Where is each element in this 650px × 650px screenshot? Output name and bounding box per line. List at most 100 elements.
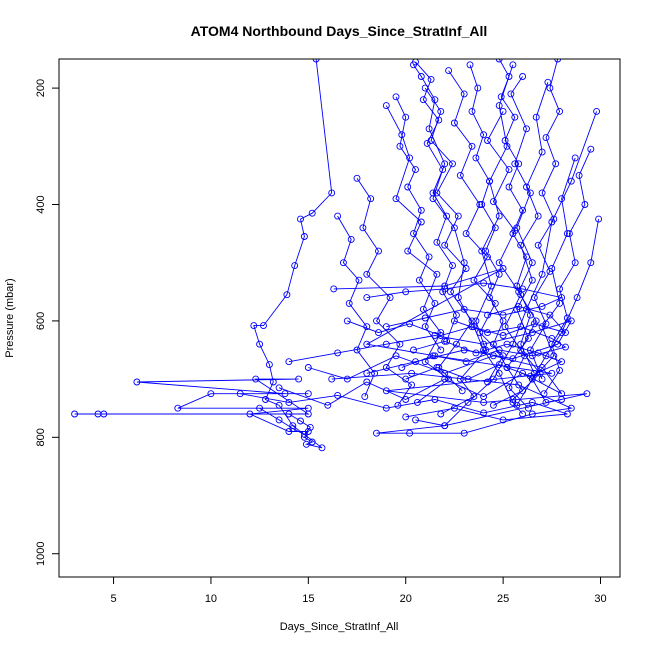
data-point bbox=[583, 390, 591, 398]
data-point bbox=[495, 212, 503, 220]
data-point bbox=[554, 59, 562, 63]
data-point bbox=[484, 137, 491, 144]
data-point bbox=[528, 276, 536, 284]
data-point bbox=[532, 113, 540, 121]
series-line bbox=[415, 61, 457, 342]
data-point bbox=[450, 404, 458, 412]
data-point bbox=[519, 410, 527, 418]
data-point bbox=[443, 212, 451, 220]
data-point bbox=[425, 253, 433, 261]
data-point bbox=[425, 125, 433, 133]
x-axis-label: Days_Since_StratInf_All bbox=[280, 621, 399, 633]
data-point bbox=[526, 189, 534, 197]
data-point bbox=[382, 387, 390, 395]
data-point bbox=[558, 358, 566, 366]
x-tick-label: 5 bbox=[110, 593, 116, 605]
series-line bbox=[424, 87, 473, 392]
data-point bbox=[534, 349, 542, 357]
data-point bbox=[353, 174, 361, 182]
data-point bbox=[468, 142, 476, 150]
series-line bbox=[288, 320, 573, 374]
y-tick-label: 1000 bbox=[35, 541, 47, 565]
data-point bbox=[343, 317, 351, 325]
series-26 bbox=[484, 107, 532, 412]
data-point bbox=[503, 364, 511, 371]
data-point bbox=[382, 340, 390, 348]
data-point bbox=[509, 61, 517, 69]
data-point bbox=[373, 429, 380, 437]
data-point bbox=[587, 145, 595, 153]
data-point bbox=[526, 311, 534, 319]
series-line bbox=[240, 393, 568, 421]
data-point bbox=[308, 209, 316, 217]
data-point bbox=[499, 332, 507, 339]
data-point bbox=[567, 177, 575, 185]
series-line bbox=[448, 70, 504, 383]
data-point bbox=[339, 259, 347, 267]
data-point bbox=[556, 285, 564, 293]
data-point bbox=[295, 375, 303, 383]
data-point bbox=[495, 270, 503, 278]
data-point bbox=[371, 369, 379, 377]
data-point bbox=[476, 201, 484, 208]
series-21 bbox=[392, 93, 445, 354]
data-point bbox=[511, 227, 519, 235]
data-point bbox=[441, 241, 449, 249]
data-point bbox=[538, 189, 546, 197]
data-point bbox=[412, 59, 419, 66]
data-point bbox=[328, 375, 336, 383]
series-line bbox=[543, 149, 592, 394]
data-point bbox=[435, 116, 443, 124]
data-point bbox=[359, 224, 367, 232]
data-point bbox=[410, 230, 417, 238]
data-point bbox=[489, 401, 497, 409]
data-point bbox=[441, 285, 449, 293]
data-point bbox=[505, 166, 513, 174]
y-tick-label: 400 bbox=[35, 195, 47, 213]
series-9 bbox=[353, 174, 416, 409]
data-point bbox=[306, 423, 314, 431]
data-point bbox=[281, 390, 289, 398]
data-point bbox=[312, 59, 320, 63]
data-point bbox=[567, 404, 575, 412]
data-point bbox=[534, 212, 542, 220]
data-point bbox=[495, 59, 503, 63]
data-point bbox=[291, 262, 299, 270]
data-point bbox=[433, 270, 441, 278]
data-point bbox=[412, 166, 419, 174]
data-point bbox=[207, 390, 215, 398]
data-point bbox=[503, 340, 511, 348]
x-tick-label: 20 bbox=[400, 593, 412, 605]
data-point bbox=[328, 189, 336, 197]
series-layer bbox=[71, 59, 603, 452]
data-point bbox=[556, 366, 564, 374]
data-point bbox=[491, 224, 499, 232]
data-point bbox=[517, 291, 525, 299]
series-line bbox=[331, 268, 587, 434]
data-point bbox=[499, 265, 507, 272]
data-point bbox=[382, 323, 390, 331]
data-point bbox=[367, 195, 375, 203]
data-point bbox=[542, 352, 550, 360]
data-point bbox=[302, 440, 310, 448]
data-point bbox=[423, 139, 431, 147]
data-point bbox=[396, 340, 404, 348]
data-point bbox=[538, 302, 546, 310]
data-point bbox=[345, 299, 353, 307]
data-point bbox=[308, 438, 316, 446]
data-point bbox=[517, 340, 525, 348]
data-point bbox=[484, 329, 491, 337]
data-point bbox=[546, 267, 554, 275]
data-point bbox=[499, 416, 507, 424]
data-point bbox=[285, 398, 293, 406]
data-point bbox=[265, 361, 273, 369]
data-point bbox=[363, 369, 371, 377]
series-25 bbox=[256, 404, 314, 438]
x-tick-label: 25 bbox=[497, 593, 509, 605]
data-point bbox=[515, 381, 523, 389]
data-point bbox=[174, 404, 182, 412]
data-point bbox=[419, 305, 427, 313]
data-point bbox=[563, 314, 571, 322]
data-point bbox=[343, 375, 351, 383]
data-point bbox=[437, 346, 445, 354]
